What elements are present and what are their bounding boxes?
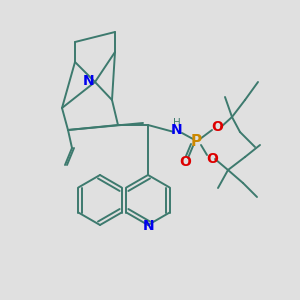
Text: O: O xyxy=(211,120,223,134)
Text: N: N xyxy=(171,123,183,137)
Text: H: H xyxy=(173,118,181,128)
Text: O: O xyxy=(206,152,218,166)
Text: N: N xyxy=(83,74,95,88)
Text: P: P xyxy=(190,134,202,149)
Text: N: N xyxy=(143,219,155,233)
Text: O: O xyxy=(179,155,191,169)
